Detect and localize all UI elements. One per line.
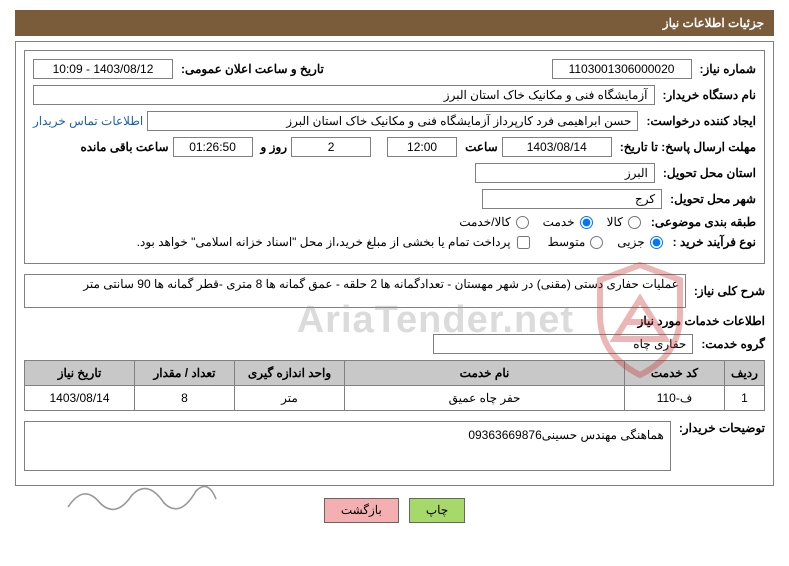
buyer-org-field: آزمایشگاه فنی و مکانیک خاک استان البرز (33, 85, 655, 105)
cat-goods-radio[interactable] (628, 216, 641, 229)
col-date: تاریخ نیاز (25, 361, 135, 386)
pt-medium-text: متوسط (548, 235, 586, 249)
table-header-row: ردیف کد خدمت نام خدمت واحد اندازه گیری ت… (25, 361, 765, 386)
cat-goods-option[interactable]: کالا (607, 215, 643, 229)
table-row: 1 ف-110 حفر چاه عمیق متر 8 1403/08/14 (25, 386, 765, 411)
announce-label: تاریخ و ساعت اعلان عمومی: (181, 62, 324, 76)
announce-field: 1403/08/12 - 10:09 (33, 59, 173, 79)
pt-medium-option[interactable]: متوسط (548, 235, 606, 249)
category-label: طبقه بندی موضوعی: (651, 215, 756, 229)
buyer-notes-field: هماهنگی مهندس حسینی09363669876 (24, 421, 671, 471)
hours-field: 01:26:50 (173, 137, 253, 157)
cat-service-option[interactable]: خدمت (543, 215, 595, 229)
general-desc-field: عملیات حفاری دستی (مقنی) در شهر مهستان -… (24, 274, 686, 308)
col-qty: تعداد / مقدار (135, 361, 235, 386)
cat-gs-option[interactable]: کالا/خدمت (459, 215, 530, 229)
requester-label: ایجاد کننده درخواست: (646, 114, 756, 128)
province-label: استان محل تحویل: (663, 166, 756, 180)
city-label: شهر محل تحویل: (670, 192, 756, 206)
col-name: نام خدمت (345, 361, 625, 386)
city-field: کرج (482, 189, 662, 209)
services-table: ردیف کد خدمت نام خدمت واحد اندازه گیری ت… (24, 360, 765, 411)
panel-title: جزئیات اطلاعات نیاز (15, 10, 774, 36)
pt-medium-radio[interactable] (590, 236, 603, 249)
deadline-time-field: 12:00 (387, 137, 457, 157)
contact-link[interactable]: اطلاعات تماس خریدار (33, 114, 143, 128)
general-desc-label: شرح کلی نیاز: (694, 284, 765, 298)
pt-minor-radio[interactable] (650, 236, 663, 249)
cell-qty: 8 (135, 386, 235, 411)
payment-checkbox[interactable] (517, 236, 530, 249)
buyer-org-label: نام دستگاه خریدار: (663, 88, 757, 102)
deadline-label: مهلت ارسال پاسخ: تا تاریخ: (620, 140, 756, 154)
service-info-title: اطلاعات خدمات مورد نیاز (24, 314, 765, 328)
signature-scribble (60, 475, 220, 523)
cat-gs-text: کالا/خدمت (459, 215, 510, 229)
cell-unit: متر (235, 386, 345, 411)
cat-gs-radio[interactable] (516, 216, 529, 229)
cell-row: 1 (725, 386, 765, 411)
back-button[interactable]: بازگشت (324, 498, 399, 523)
cat-service-radio[interactable] (580, 216, 593, 229)
col-row: ردیف (725, 361, 765, 386)
cat-goods-text: کالا (607, 215, 623, 229)
remaining-label: ساعت باقی مانده (80, 140, 168, 154)
purchase-type-group: جزیی متوسط (548, 235, 665, 249)
days-label: روز و (261, 140, 288, 154)
category-radio-group: کالا خدمت کالا/خدمت (459, 215, 643, 229)
buyer-notes-label: توضیحات خریدار: (679, 421, 765, 435)
print-button[interactable]: چاپ (409, 498, 465, 523)
days-field: 2 (291, 137, 371, 157)
service-group-field: حفاری چاه (433, 334, 693, 354)
info-box: شماره نیاز: 1103001306000020 تاریخ و ساع… (24, 50, 765, 264)
cell-name: حفر چاه عمیق (345, 386, 625, 411)
purchase-type-label: نوع فرآیند خرید : (673, 235, 756, 249)
pt-minor-text: جزیی (617, 235, 644, 249)
time-label: ساعت (465, 140, 498, 154)
payment-note-option[interactable]: پرداخت تمام یا بخشی از مبلغ خرید،از محل … (137, 235, 532, 249)
deadline-date-field: 1403/08/14 (502, 137, 612, 157)
requester-field: حسن ابراهیمی فرد کارپرداز آزمایشگاه فنی … (147, 111, 638, 131)
payment-note-text: پرداخت تمام یا بخشی از مبلغ خرید،از محل … (137, 235, 511, 249)
province-field: البرز (475, 163, 655, 183)
cell-date: 1403/08/14 (25, 386, 135, 411)
need-no-label: شماره نیاز: (700, 62, 756, 76)
need-no-field: 1103001306000020 (552, 59, 692, 79)
col-unit: واحد اندازه گیری (235, 361, 345, 386)
cell-code: ف-110 (625, 386, 725, 411)
cat-service-text: خدمت (543, 215, 575, 229)
main-panel: شماره نیاز: 1103001306000020 تاریخ و ساع… (15, 41, 774, 486)
service-group-label: گروه خدمت: (701, 337, 765, 351)
col-code: کد خدمت (625, 361, 725, 386)
pt-minor-option[interactable]: جزیی (617, 235, 664, 249)
